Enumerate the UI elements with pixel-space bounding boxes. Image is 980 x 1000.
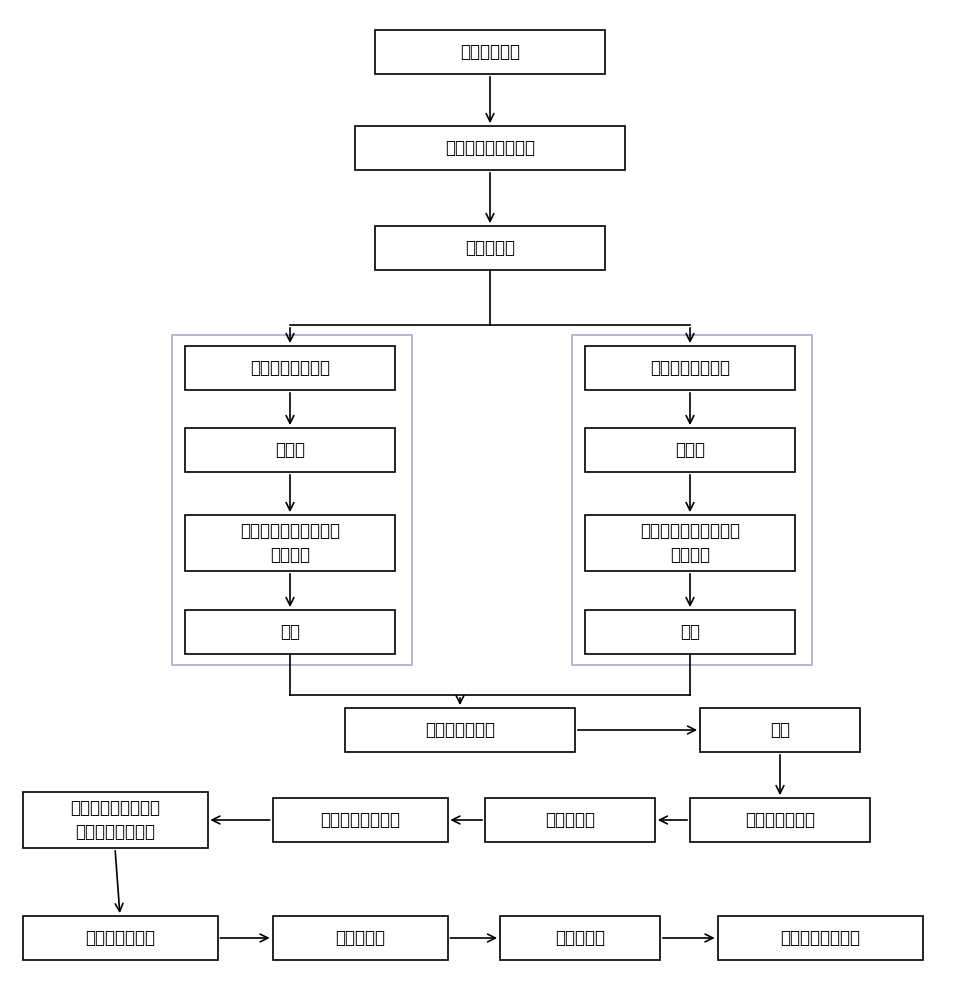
Bar bbox=[355, 126, 625, 170]
Bar bbox=[585, 428, 795, 472]
Text: 铝蜂窝夹芯展开: 铝蜂窝夹芯展开 bbox=[425, 721, 495, 739]
Text: 固化: 固化 bbox=[680, 623, 700, 641]
Bar bbox=[572, 335, 812, 665]
Bar bbox=[23, 792, 208, 848]
Text: 面板粘接面打磨: 面板粘接面打磨 bbox=[745, 811, 815, 829]
Bar bbox=[185, 515, 395, 571]
Text: 涂刷底胶、贴胶膜: 涂刷底胶、贴胶膜 bbox=[320, 811, 400, 829]
Bar bbox=[272, 916, 448, 960]
Text: 固化: 固化 bbox=[280, 623, 300, 641]
Text: 预浸料准备: 预浸料准备 bbox=[465, 239, 515, 257]
Text: 组装铝蜂窝夹芯: 组装铝蜂窝夹芯 bbox=[85, 929, 155, 947]
Bar bbox=[585, 346, 795, 390]
Text: 内面板第二次铺层、加
强区铺层: 内面板第二次铺层、加 强区铺层 bbox=[640, 522, 740, 564]
Bar bbox=[585, 610, 795, 654]
Bar bbox=[185, 610, 395, 654]
Bar bbox=[700, 708, 860, 752]
Bar bbox=[690, 798, 870, 842]
Bar bbox=[23, 916, 218, 960]
Bar bbox=[375, 226, 605, 270]
Text: 内面板第一次铺层: 内面板第一次铺层 bbox=[650, 359, 730, 377]
Bar bbox=[185, 346, 395, 390]
Text: 端框阳极化: 端框阳极化 bbox=[545, 811, 595, 829]
Bar bbox=[172, 335, 412, 665]
Bar bbox=[375, 30, 605, 74]
Text: 包覆、固化: 包覆、固化 bbox=[555, 929, 605, 947]
Text: 外面板第一次铺层: 外面板第一次铺层 bbox=[250, 359, 330, 377]
Text: 主体阳模制造: 主体阳模制造 bbox=[460, 43, 520, 61]
Text: 外面板分瓣钢模制造: 外面板分瓣钢模制造 bbox=[445, 139, 535, 157]
Text: 脱模、粘贴连接板: 脱模、粘贴连接板 bbox=[780, 929, 860, 947]
Text: 外面板第二次铺层、加
强区铺层: 外面板第二次铺层、加 强区铺层 bbox=[240, 522, 340, 564]
Bar bbox=[717, 916, 922, 960]
Text: 预压实: 预压实 bbox=[275, 441, 305, 459]
Text: 预压实: 预压实 bbox=[675, 441, 705, 459]
Bar bbox=[272, 798, 448, 842]
Bar bbox=[185, 428, 395, 472]
Text: 组装后金属端框、内
面板、前金属端框: 组装后金属端框、内 面板、前金属端框 bbox=[70, 799, 160, 841]
Bar bbox=[485, 798, 655, 842]
Bar bbox=[585, 515, 795, 571]
Bar bbox=[345, 708, 575, 752]
Text: 试装: 试装 bbox=[770, 721, 790, 739]
Text: 组装外面板: 组装外面板 bbox=[335, 929, 385, 947]
Bar bbox=[500, 916, 660, 960]
